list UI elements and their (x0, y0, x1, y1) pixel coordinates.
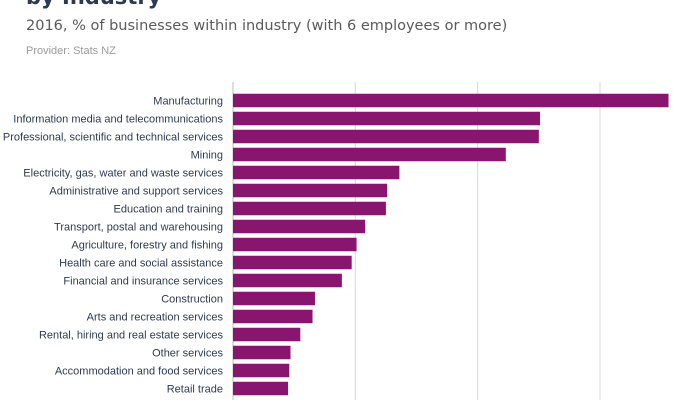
provider-note: Provider: Stats NZ (26, 45, 116, 57)
bar (233, 381, 289, 396)
category-label: Manufacturing (153, 96, 223, 108)
category-label: Agriculture, forestry and fishing (71, 240, 223, 252)
bar (233, 147, 506, 162)
bar (233, 363, 290, 378)
category-label: Information media and telecommunications (13, 114, 223, 126)
category-label: Administrative and support services (49, 186, 223, 198)
bar (233, 273, 342, 288)
bar (233, 111, 541, 126)
category-label: Health care and social assistance (59, 258, 223, 270)
category-label: Arts and recreation services (87, 312, 224, 324)
bar (233, 93, 669, 108)
chart-subtitle: 2016, % of businesses within industry (w… (26, 18, 508, 34)
category-label: Financial and insurance services (63, 276, 223, 288)
bar (233, 255, 352, 270)
category-label: Electricity, gas, water and waste servic… (23, 168, 223, 180)
bar (233, 129, 539, 144)
category-label: Professional, scientific and technical s… (3, 132, 224, 144)
bar (233, 219, 366, 234)
category-label: Other services (152, 348, 223, 360)
category-label: Rental, hiring and real estate services (39, 330, 224, 342)
chart-title: by Industry (26, 0, 161, 8)
category-label: Accommodation and food services (55, 366, 224, 378)
bar (233, 201, 386, 216)
bar (233, 183, 388, 198)
bar (233, 291, 315, 306)
bar (233, 309, 313, 324)
category-label: Construction (161, 294, 223, 306)
category-label: Education and training (114, 204, 223, 216)
bar (233, 327, 301, 342)
category-label: Transport, postal and warehousing (54, 222, 223, 234)
bar (233, 345, 291, 360)
bar (233, 237, 357, 252)
bar (233, 165, 400, 180)
category-label: Retail trade (167, 384, 223, 396)
category-label: Mining (191, 150, 223, 162)
